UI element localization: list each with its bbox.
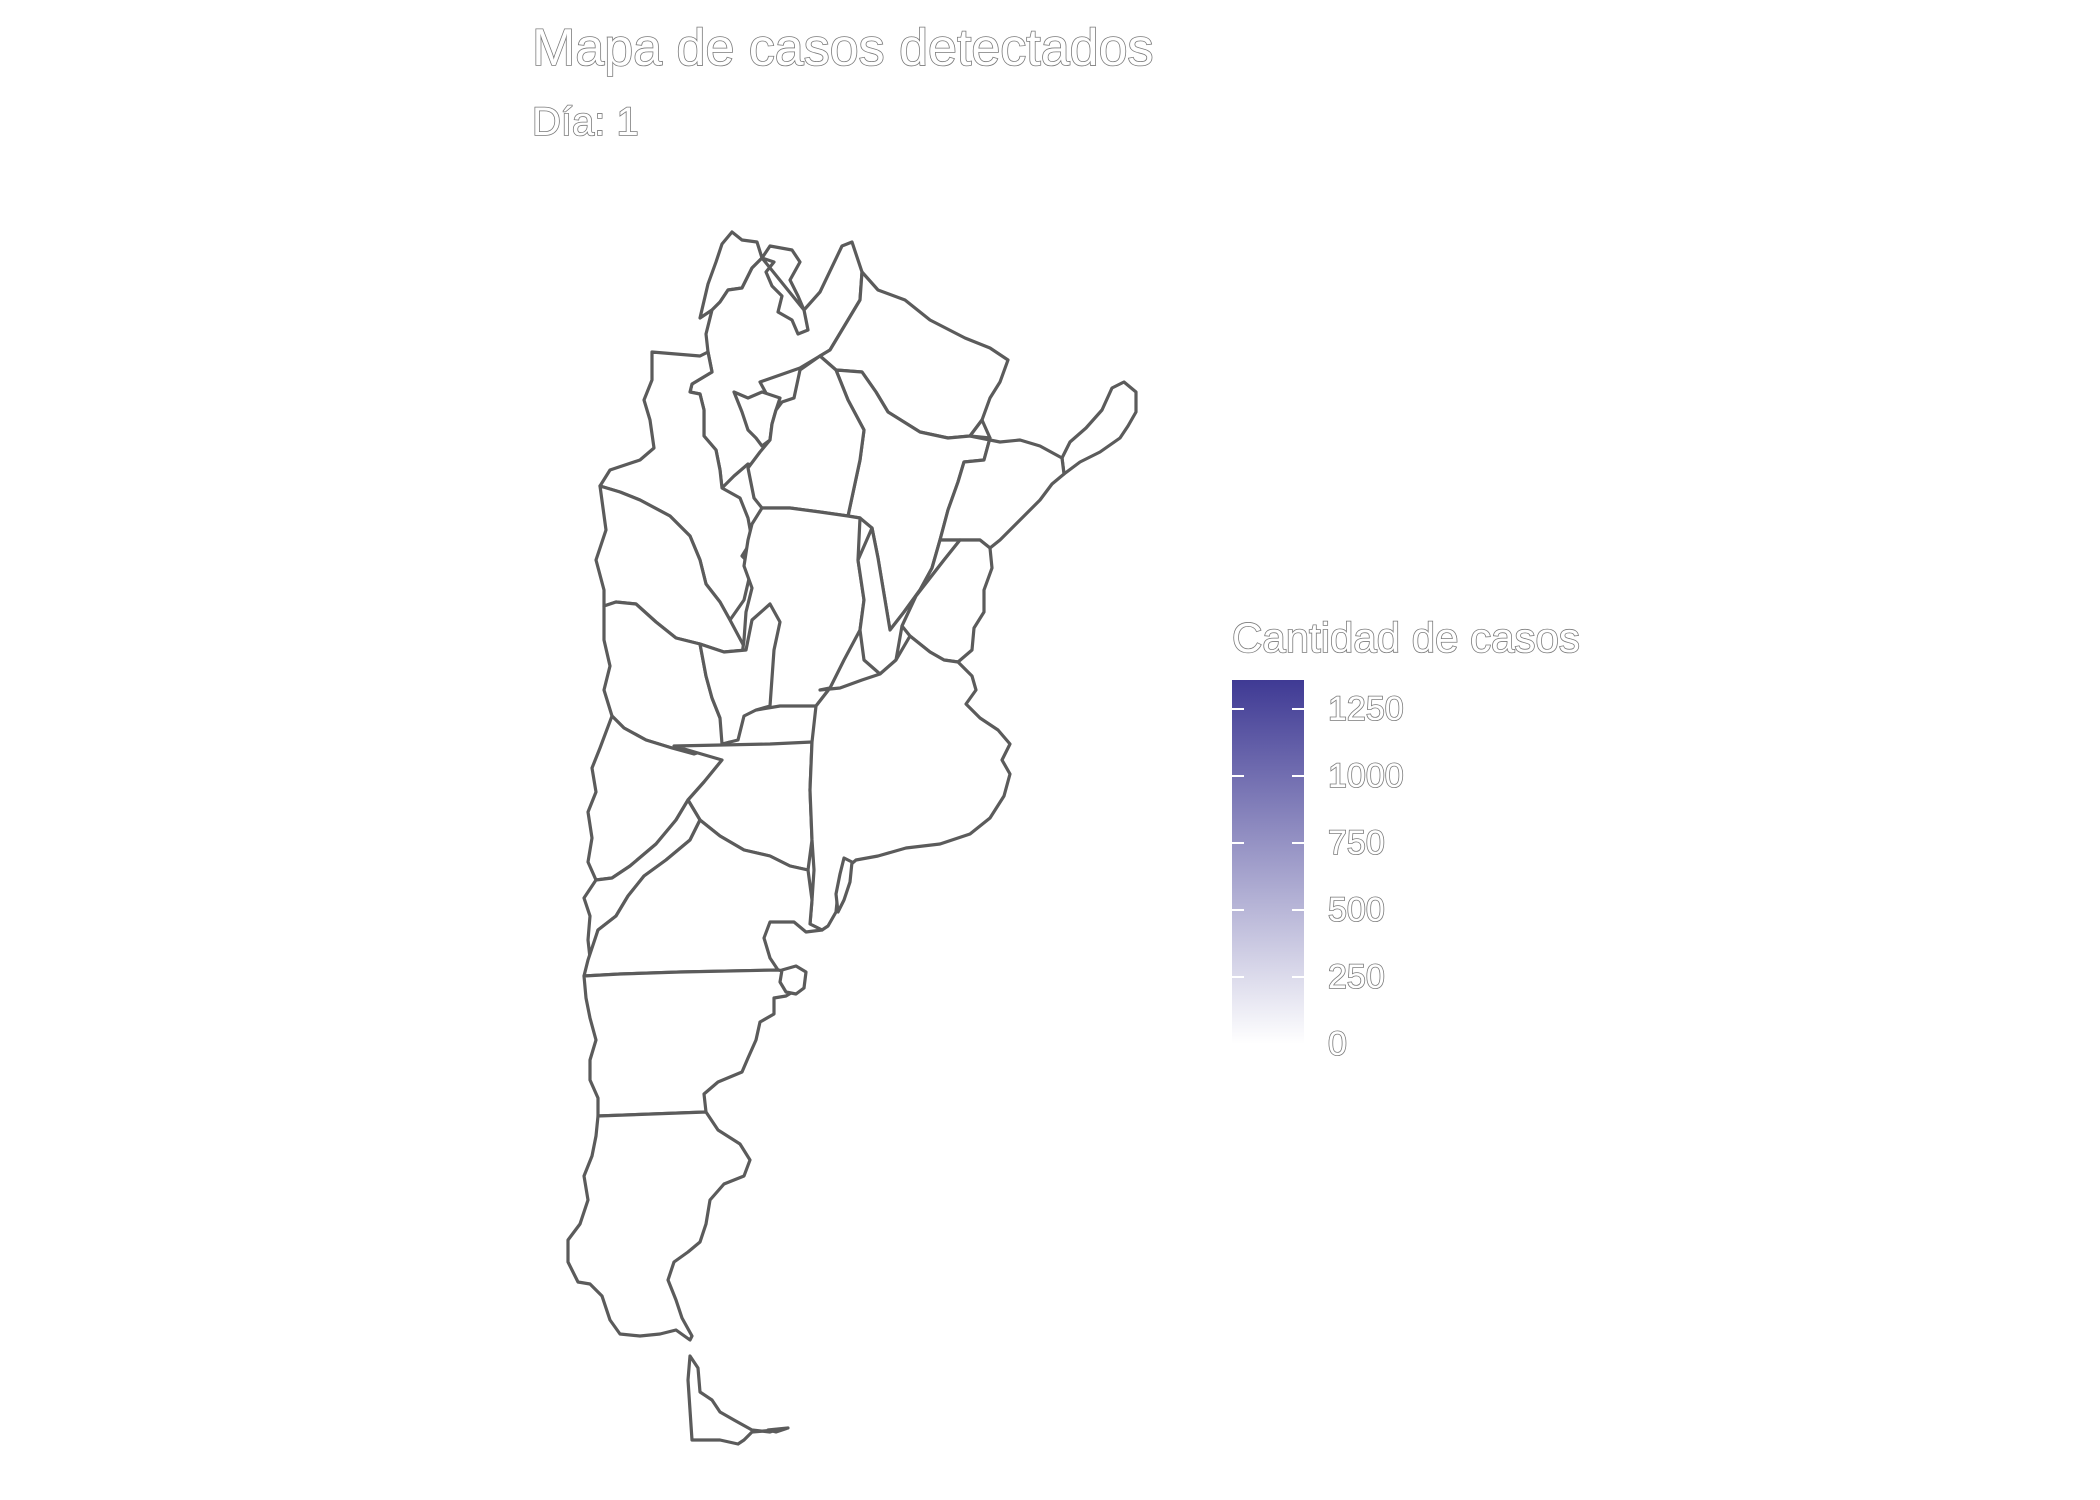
- province-buenos-aires[interactable]: [808, 634, 1012, 932]
- province-rio-negro[interactable]: [582, 818, 824, 978]
- province-catamarca[interactable]: [598, 350, 754, 622]
- map-subtitle: Día: 1: [531, 99, 639, 145]
- coast-fragment-peninsula: [778, 964, 808, 996]
- province-chubut[interactable]: [582, 968, 798, 1118]
- legend-tick-label: 1000: [1327, 757, 1404, 797]
- coast-fragment-atlantic: [834, 856, 854, 914]
- legend-colorbar: [1232, 680, 1304, 1045]
- legend-tick-label: 500: [1327, 890, 1385, 930]
- legend-tick-label: 750: [1327, 823, 1385, 863]
- province-entre-rios[interactable]: [900, 538, 994, 664]
- province-corrientes[interactable]: [938, 434, 1066, 550]
- legend-tick-label: 0: [1327, 1024, 1348, 1064]
- legend-tick-label: 250: [1327, 957, 1385, 997]
- province-tierra-del-fuego[interactable]: [686, 1354, 790, 1446]
- legend-title: Cantidad de casos: [1231, 613, 1581, 662]
- legend-tick-label: 1250: [1327, 690, 1404, 730]
- province-misiones[interactable]: [1060, 380, 1138, 476]
- province-santa-cruz[interactable]: [566, 1110, 752, 1342]
- map-title: Mapa de casos detectados: [531, 18, 1154, 78]
- province-san-luis[interactable]: [698, 602, 782, 746]
